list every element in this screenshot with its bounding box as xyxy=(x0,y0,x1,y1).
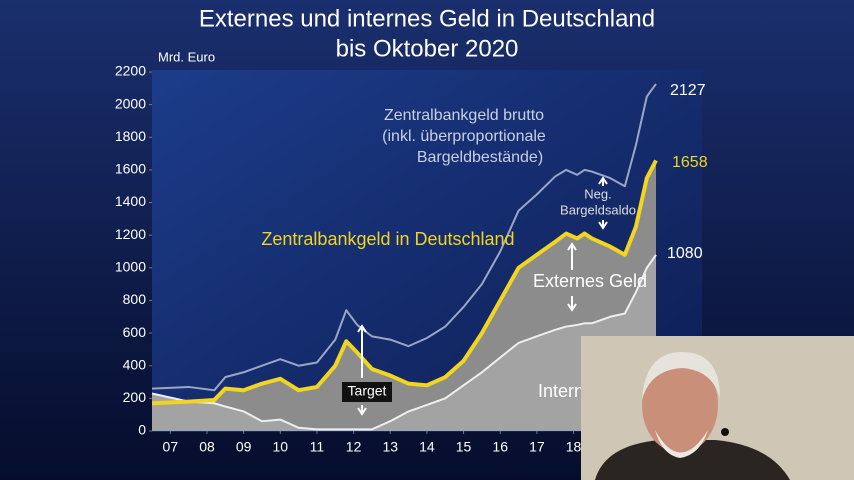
label-box xyxy=(342,382,392,402)
annotation: Target xyxy=(348,383,387,399)
series-label: Zentralbankgeld brutto xyxy=(384,107,544,124)
x-tick-label: 13 xyxy=(382,439,398,455)
speaker-body xyxy=(595,440,790,480)
x-tick-label: 14 xyxy=(419,439,435,455)
end-label: 1658 xyxy=(672,154,708,171)
annotation: Neg. xyxy=(584,186,611,201)
x-tick-label: 07 xyxy=(163,439,179,455)
y-tick-label: 1600 xyxy=(115,161,146,177)
y-tick-label: 0 xyxy=(138,422,146,438)
area-intern xyxy=(152,254,656,431)
areas xyxy=(152,160,656,431)
y-tick-label: 1200 xyxy=(115,226,146,242)
y-tick-label: 600 xyxy=(123,324,147,340)
y-tick-label: 400 xyxy=(123,356,147,372)
y-tick-label: 800 xyxy=(123,291,147,307)
annotation: (inkl. überproportionale xyxy=(382,128,546,145)
y-tick-label: 1000 xyxy=(115,259,146,275)
annotation: Externes Geld xyxy=(533,271,647,291)
annotation: Bargeldbestände) xyxy=(417,149,543,166)
arrow-head xyxy=(567,303,577,312)
annotation: Bargeldsaldo xyxy=(560,202,636,217)
speaker-beard xyxy=(655,430,708,458)
chart-title: Externes und internes Geld in Deutschlan… xyxy=(199,5,655,32)
microphone xyxy=(721,428,729,436)
arrow-head xyxy=(598,221,608,230)
y-tick-label: 1800 xyxy=(115,128,146,144)
speaker-video xyxy=(581,336,854,480)
x-tick-label: 09 xyxy=(236,439,252,455)
series-line xyxy=(151,159,658,406)
y-tick-label: 2000 xyxy=(115,95,146,111)
arrow-head xyxy=(567,242,577,251)
x-tick-label: 16 xyxy=(492,439,508,455)
speaker-hair xyxy=(642,352,720,400)
arrow-head xyxy=(598,176,608,185)
chart-subtitle: bis Oktober 2020 xyxy=(336,35,519,62)
series-line xyxy=(151,254,657,431)
x-tick-label: 17 xyxy=(529,439,545,455)
end-label: 1080 xyxy=(667,245,703,262)
x-tick-label: 18 xyxy=(566,439,582,455)
speaker-head xyxy=(642,357,718,453)
x-tick-label: 15 xyxy=(456,439,472,455)
y-axis-label: Mrd. Euro xyxy=(158,49,215,64)
y-tick-label: 2200 xyxy=(115,63,146,79)
x-tick-label: 11 xyxy=(310,439,325,455)
y-tick-label: 1400 xyxy=(115,193,146,209)
series-label: Zentralbankgeld in Deutschland xyxy=(261,229,514,249)
end-label: 2127 xyxy=(670,82,706,99)
x-tick-label: 08 xyxy=(199,439,215,455)
x-tick-label: 12 xyxy=(346,439,362,455)
y-tick-label: 200 xyxy=(123,389,147,405)
arrow-head xyxy=(357,324,367,333)
series-line xyxy=(151,83,657,392)
x-tick-label: 10 xyxy=(273,439,289,455)
arrow-head xyxy=(357,407,367,416)
